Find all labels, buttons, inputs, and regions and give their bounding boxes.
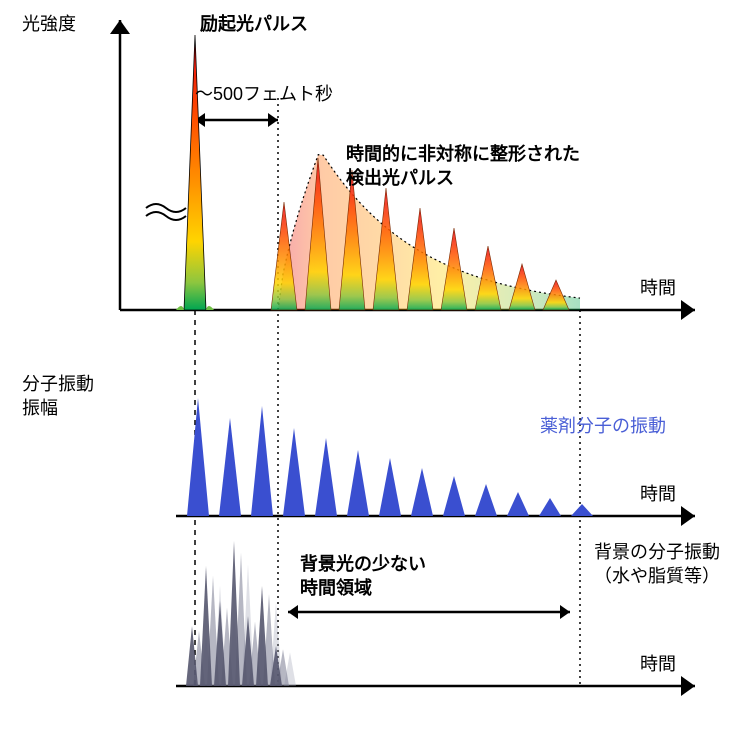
drug-vibration-peak: [219, 418, 241, 516]
background-vibration-peak: [186, 626, 198, 686]
background-vibration-peak: [200, 566, 212, 686]
label-drug-vibration: 薬剤分子の振動: [540, 416, 666, 436]
drug-vibration-peak: [347, 450, 369, 516]
background-vibration-peak: [256, 586, 268, 686]
label-time-bot: 時間: [640, 654, 676, 674]
drug-vibration-peak: [539, 498, 561, 516]
axis-top-x-arrow: [681, 300, 695, 320]
drug-vibration-peak: [251, 406, 273, 516]
drug-vibration-peak: [571, 504, 593, 516]
label-y-intensity: 光強度: [22, 14, 76, 34]
label-region-1: 背景光の少ない: [300, 553, 426, 574]
background-vibration-peak: [228, 541, 240, 686]
drug-vibration-peak: [443, 476, 465, 516]
label-y-mid-2: 振幅: [22, 398, 58, 418]
axis-top-y-arrow: [110, 20, 130, 34]
label-shaped-1: 時間的に非対称に整形された: [346, 143, 580, 164]
axis-bot-x-arrow: [681, 676, 695, 696]
arrow-low-bg-region-head-r: [560, 605, 570, 619]
arrow-delta-t-head-r: [268, 113, 278, 127]
drug-vibration-peak: [187, 398, 209, 516]
drug-vibration-peak: [507, 492, 529, 516]
excitation-pulse-flare-l: [176, 306, 184, 310]
drug-vibration-peak: [379, 458, 401, 516]
label-delta-t: ～500フェムト秒: [195, 84, 333, 104]
label-y-mid-1: 分子振動: [22, 374, 94, 394]
label-time-top: 時間: [640, 278, 676, 298]
label-region-2: 時間領域: [300, 577, 372, 598]
label-bg-1: 背景の分子振動: [594, 542, 720, 562]
label-time-mid: 時間: [640, 484, 676, 504]
label-excite-title: 励起光パルス: [200, 13, 308, 34]
drug-vibration-peak: [283, 428, 305, 516]
drug-vibration-peak: [315, 438, 337, 516]
label-bg-2: （水や脂質等）: [594, 566, 720, 586]
arrow-low-bg-region-head-l: [288, 605, 298, 619]
axis-break-mark: [146, 204, 186, 212]
drug-vibration-peak: [475, 484, 497, 516]
axis-mid-x-arrow: [681, 506, 695, 526]
diagram-canvas: 光強度励起光パルス～500フェムト秒時間的に非対称に整形された検出光パルス時間分…: [0, 0, 741, 729]
excitation-pulse-flare-r: [206, 306, 214, 310]
excitation-pulse: [184, 35, 206, 310]
axis-break-mark: [146, 212, 186, 220]
drug-vibration-peak: [411, 468, 433, 516]
label-shaped-2: 検出光パルス: [346, 167, 454, 188]
